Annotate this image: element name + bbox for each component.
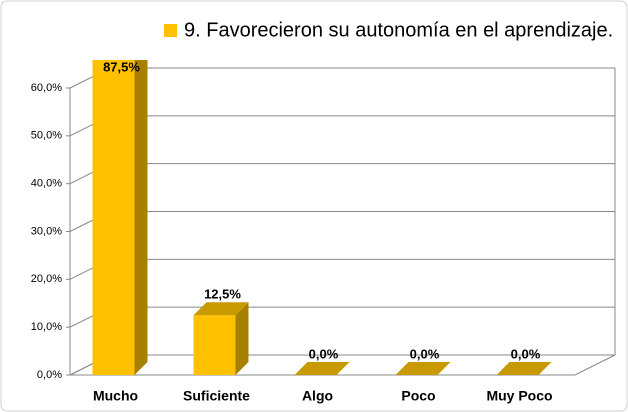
y-tick-label: 0,0% — [37, 369, 62, 381]
legend-label: 9. Favorecieron su autonomía en el apren… — [184, 19, 613, 41]
bars — [92, 60, 552, 375]
bar-top — [395, 362, 451, 375]
y-tick-label: 40,0% — [31, 178, 62, 190]
x-tick-label: Mucho — [93, 388, 138, 404]
value-label: 87,5% — [103, 59, 140, 74]
bar — [92, 60, 135, 375]
x-tick-label: Muy Poco — [486, 388, 552, 404]
bar-top — [193, 302, 249, 316]
y-tick-label: 20,0% — [31, 273, 62, 285]
bar-top — [496, 362, 552, 375]
bar-side — [134, 60, 148, 375]
y-tick-label: 60,0% — [31, 82, 62, 94]
value-label: 12,5% — [204, 287, 241, 302]
y-tick-label: 30,0% — [31, 225, 62, 237]
bar-top — [294, 362, 350, 375]
bar-side — [235, 302, 249, 375]
legend-swatch — [164, 24, 177, 37]
value-label: 0,0% — [511, 346, 541, 361]
y-tick-label: 50,0% — [31, 130, 62, 142]
y-tick-label: 10,0% — [31, 321, 62, 333]
bar — [193, 315, 236, 375]
x-tick-label: Suficiente — [183, 388, 250, 404]
x-tick-label: Poco — [401, 388, 435, 404]
value-label: 0,0% — [410, 346, 440, 361]
x-tick-label: Algo — [302, 388, 333, 404]
value-label: 0,0% — [309, 346, 339, 361]
